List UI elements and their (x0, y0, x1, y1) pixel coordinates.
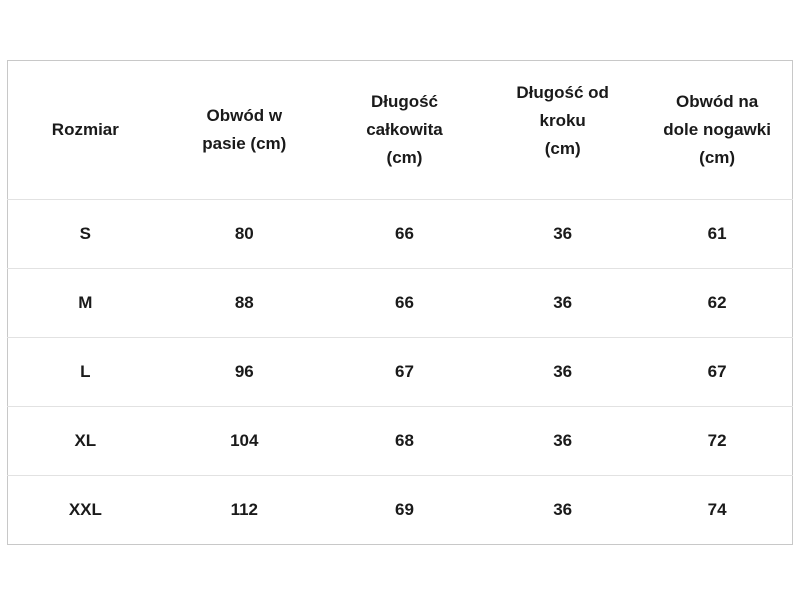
header-inseam: Długość od kroku (cm) (516, 83, 609, 158)
cell-total-length: 66 (395, 224, 414, 243)
cell-inseam: 36 (553, 500, 573, 519)
cell-total-length: 67 (395, 362, 414, 381)
cell-total-length: 69 (395, 500, 414, 519)
header-total-length: Długość całkowita (cm) (366, 92, 443, 167)
cell-total-length: 68 (395, 431, 414, 450)
cell-waist: 96 (234, 362, 254, 381)
cell-leg-opening: 61 (707, 224, 727, 243)
cell-size: XXL (68, 500, 102, 519)
table-row: M 88 66 36 62 (7, 268, 793, 338)
table-row: XXL 112 69 36 74 (7, 475, 793, 545)
cell-size: XL (74, 431, 97, 450)
cell-inseam: 36 (553, 293, 573, 312)
cell-size: M (78, 293, 93, 312)
cell-waist: 80 (234, 224, 254, 243)
header-row: Rozmiar Obwód w pasie (cm) Długość całko… (8, 61, 793, 200)
table-row: L 96 67 36 67 (7, 337, 793, 407)
header-size: Rozmiar (51, 120, 119, 139)
cell-size: S (79, 224, 92, 243)
cell-inseam: 36 (553, 362, 573, 381)
cell-leg-opening: 67 (707, 362, 727, 381)
cell-inseam: 36 (553, 431, 573, 450)
table-body: S 80 66 36 61 M 88 66 36 62 L 96 67 36 6… (7, 199, 793, 545)
cell-waist: 104 (230, 431, 259, 450)
cell-waist: 88 (234, 293, 254, 312)
cell-inseam: 36 (553, 224, 573, 243)
header-waist: Obwód w pasie (cm) (202, 106, 287, 153)
cell-leg-opening: 72 (707, 431, 727, 450)
cell-total-length: 66 (395, 293, 414, 312)
cell-waist: 112 (230, 500, 258, 519)
cell-size: L (80, 362, 91, 381)
table-row: XL 104 68 36 72 (7, 406, 793, 476)
size-chart-table: Rozmiar Obwód w pasie (cm) Długość całko… (7, 60, 793, 545)
cell-leg-opening: 74 (707, 500, 727, 519)
cell-leg-opening: 62 (707, 293, 727, 312)
header-leg-opening: Obwód na dole nogawki (cm) (663, 92, 771, 167)
table-header: Rozmiar Obwód w pasie (cm) Długość całko… (8, 61, 793, 200)
table-row: S 80 66 36 61 (7, 199, 793, 269)
